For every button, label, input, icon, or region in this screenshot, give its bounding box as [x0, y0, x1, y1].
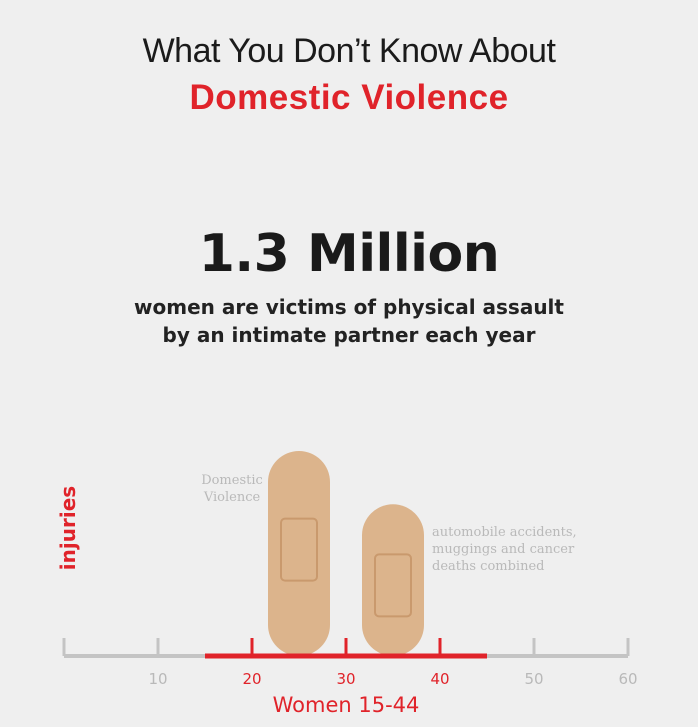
- x-tick-label-20: 20: [242, 670, 261, 688]
- x-tick-label-30: 30: [336, 670, 355, 688]
- x-tick-label-40: 40: [430, 670, 449, 688]
- bar-label-1-line-1: Domestic: [201, 473, 263, 488]
- stat-description-line2: by an intimate partner each year: [162, 323, 536, 347]
- bandage-pad-2: [374, 553, 412, 618]
- bar-label-2-line-3: deaths combined: [432, 559, 544, 574]
- bar-label-2-line-1: automobile accidents,: [432, 525, 577, 540]
- x-tick-label-60: 60: [618, 670, 637, 688]
- bar-label-1-line-2: Violence: [203, 490, 261, 505]
- stat-description-line1: women are victims of physical assault: [134, 295, 564, 319]
- page-title-line1: What You Don’t Know About: [142, 32, 556, 70]
- headline-stat: 1.3 Million: [198, 224, 500, 284]
- y-axis-title: injuries: [56, 486, 80, 570]
- page-title-line2: Domestic Violence: [189, 78, 509, 117]
- bar-bandage-1: [268, 451, 330, 656]
- stat-description: women are victims of physical assault by…: [0, 293, 698, 349]
- bandage-pad-1: [280, 517, 318, 582]
- x-axis-title: Women 15-44: [273, 693, 420, 717]
- x-tick-label-50: 50: [524, 670, 543, 688]
- x-tick-label-10: 10: [148, 670, 167, 688]
- bar-label-2-line-2: muggings and cancer: [432, 542, 575, 557]
- bar-bandage-2: [362, 504, 424, 656]
